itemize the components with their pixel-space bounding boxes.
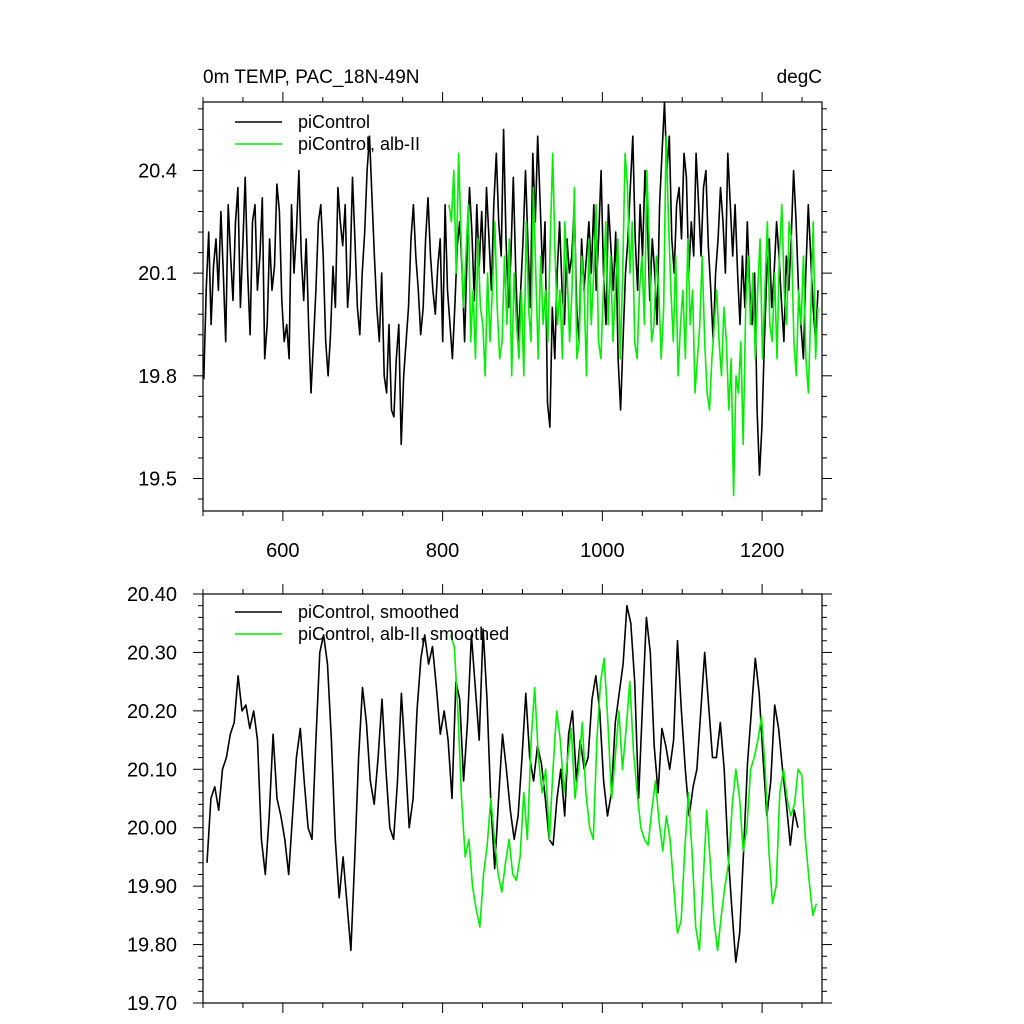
x-tick-label: 800 <box>426 540 459 562</box>
plot-frame <box>202 101 823 512</box>
legend-label-picontrol-smoothed: piControl, smoothed <box>298 602 459 622</box>
y-tick-label: 19.8 <box>138 366 177 388</box>
x-tick-label: 1000 <box>580 540 625 562</box>
x-tick-label: 600 <box>266 540 299 562</box>
y-tick-label: 19.90 <box>127 876 177 898</box>
legend-label-alb-ii-smoothed: piControl, alb-II, smoothed <box>298 624 509 644</box>
x-tick-label: 1200 <box>740 540 785 562</box>
series-group-top <box>203 101 819 497</box>
series-group-bottom <box>206 604 818 963</box>
y-tick-label: 19.70 <box>127 993 177 1015</box>
y-tick-label: 20.00 <box>127 818 177 840</box>
y-tick-label: 19.5 <box>138 468 177 490</box>
chart-top: 0m TEMP, PAC_18N-49N degC 19.5 19.8 20.1 20… <box>138 67 832 562</box>
series-line-picontrol-smoothed <box>206 604 799 963</box>
series-line-picontrol-alb-ii-smoothed <box>449 634 818 952</box>
legend-label-alb-ii: piControl, alb-II <box>298 134 420 154</box>
series-line-picontrol <box>203 101 819 476</box>
legend-label-picontrol: piControl <box>298 112 370 132</box>
y-tick-label: 20.10 <box>127 759 177 781</box>
legend-bottom: piControl, smoothed piControl, alb-II, s… <box>235 602 509 644</box>
legend-top: piControl piControl, alb-II <box>235 112 420 154</box>
chart-bottom: 19.70 19.80 19.90 20.00 20.10 20.20 20.30 20.40… <box>127 584 832 1015</box>
y-tick-label: 20.20 <box>127 701 177 723</box>
axes-bottom: 19.70 19.80 19.90 20.00 20.10 20.20 20.30 20.40 <box>127 584 832 1015</box>
chart-units: degC <box>777 67 822 88</box>
series-line-picontrol-alb-ii <box>448 135 819 497</box>
chart-title: 0m TEMP, PAC_18N-49N <box>203 67 419 88</box>
plot-frame <box>202 593 823 1004</box>
y-tick-label: 20.1 <box>138 263 177 285</box>
y-tick-label: 19.80 <box>127 935 177 957</box>
y-tick-label: 20.4 <box>138 160 177 182</box>
y-tick-label: 20.30 <box>127 642 177 664</box>
axes-top: 19.5 19.8 20.1 20.4 600 800 1000 1200 <box>138 92 832 562</box>
y-tick-label: 20.40 <box>127 584 177 606</box>
